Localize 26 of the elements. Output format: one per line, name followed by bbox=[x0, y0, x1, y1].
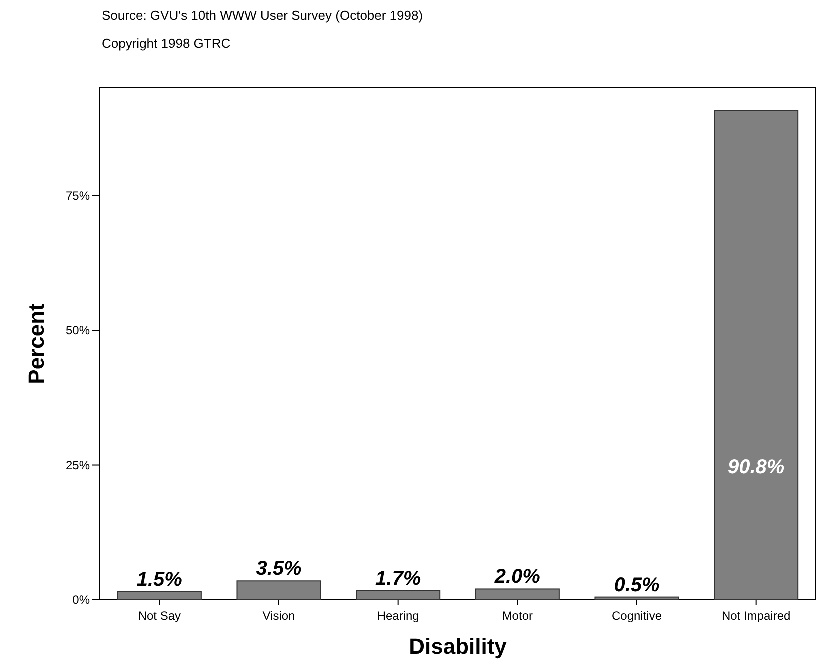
y-tick-label: 25% bbox=[66, 458, 90, 472]
data-label: 0.5% bbox=[614, 574, 660, 596]
y-tick-label: 50% bbox=[66, 324, 90, 338]
bar bbox=[117, 591, 202, 600]
y-tick-label: 75% bbox=[66, 188, 90, 203]
x-axis-title: Disability bbox=[409, 634, 508, 659]
y-tick-label: 0% bbox=[72, 593, 90, 608]
data-label: 1.5% bbox=[136, 568, 183, 591]
x-tick-label: Vision bbox=[262, 609, 296, 623]
data-label: 90.8% bbox=[728, 456, 785, 478]
text: Copyright 1998 GTRC bbox=[102, 36, 231, 51]
data-label: 3.5% bbox=[256, 558, 302, 580]
bar bbox=[236, 580, 322, 600]
source-note: Source: GVU's 10th WWW User Survey (October 1998) bbox=[102, 8, 424, 23]
x-tick-label: Motor bbox=[502, 609, 534, 623]
x-tick-label: Not Impaired bbox=[722, 609, 791, 623]
bar bbox=[356, 590, 441, 600]
x-tick-label: Cognitive bbox=[612, 609, 662, 623]
x-tick-label: Not Say bbox=[138, 609, 182, 623]
y-axis-title: Percent bbox=[24, 302, 49, 384]
bar bbox=[714, 110, 799, 600]
data-label: 1.7% bbox=[376, 568, 422, 590]
bar bbox=[594, 596, 680, 600]
bar bbox=[475, 588, 560, 600]
data-label: 2.0% bbox=[494, 566, 541, 588]
x-tick-label: Hearing bbox=[377, 609, 420, 623]
